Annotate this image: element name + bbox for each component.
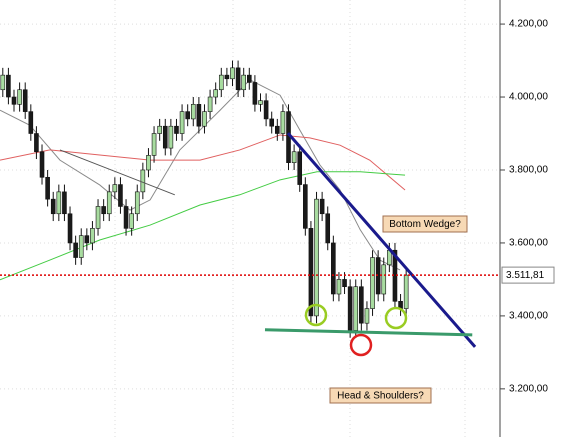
shoulder-circle — [384, 306, 408, 330]
candle-body — [230, 67, 235, 80]
candle-body — [403, 274, 409, 309]
moving-average — [0, 171, 406, 281]
candle-body — [359, 286, 364, 324]
candle-body — [157, 125, 162, 134]
trend-line — [59, 149, 175, 196]
candle-body — [314, 198, 319, 317]
candle-body — [364, 308, 370, 324]
last-price-label: 3.511,81 — [506, 270, 545, 281]
candle-body — [146, 155, 151, 171]
moving-average — [0, 79, 401, 271]
candle-body — [123, 206, 129, 229]
candle-body — [140, 169, 146, 193]
candle-body — [84, 235, 90, 244]
shoulder-circle — [304, 303, 328, 327]
candle-body — [202, 111, 207, 127]
annotation: Head & Shoulders? — [337, 391, 424, 402]
last-price-box — [501, 266, 555, 284]
candle-body — [381, 264, 387, 295]
candle-body — [112, 184, 118, 193]
candle-body — [179, 111, 185, 134]
plot: 4.200,00 4.000,00 3.800,00 3.600,00 3.400,00… — [0, 19, 548, 394]
candle-body — [134, 191, 140, 215]
candle-body — [0, 74, 6, 91]
annotation-box — [329, 387, 432, 404]
candle-body — [280, 111, 286, 134]
candle-body — [275, 125, 280, 134]
candle-body — [303, 184, 308, 229]
candle-body — [106, 191, 112, 215]
candle-body — [269, 118, 275, 127]
candle-body — [174, 125, 179, 134]
candle-body — [370, 257, 375, 309]
annotation: Bottom Wedge? — [389, 219, 461, 230]
candle-body — [263, 100, 269, 120]
candle-body — [95, 206, 101, 229]
candle-body — [45, 176, 50, 200]
candle-body — [67, 213, 73, 244]
candle-body — [78, 235, 84, 258]
candle-body — [11, 96, 17, 105]
candle-body — [6, 74, 11, 98]
candle-body — [336, 279, 342, 295]
candle-body — [39, 151, 45, 178]
candle-body — [62, 191, 67, 215]
candle-body — [224, 74, 230, 80]
trend-line — [264, 328, 473, 337]
candle-body — [17, 89, 22, 105]
candle-body — [342, 279, 347, 288]
candle-body — [331, 242, 336, 295]
candle-body — [151, 133, 157, 156]
head-circle — [349, 333, 373, 357]
candle-body — [162, 125, 168, 149]
candle-body — [185, 111, 190, 120]
trend-line — [286, 132, 477, 348]
moving-average — [0, 134, 406, 191]
candle-body — [241, 74, 246, 91]
y-tick-label: 3.600,00 — [509, 238, 548, 249]
candle-body — [129, 213, 134, 229]
candle-body — [325, 213, 331, 244]
candle-body — [353, 286, 359, 331]
annotation-box — [382, 215, 468, 233]
candle-body — [34, 133, 39, 153]
candle-body — [196, 104, 202, 127]
candle-body — [168, 125, 174, 149]
y-tick-label: 4.200,00 — [509, 19, 548, 30]
overlay: Bottom Wedge? Head & Shoulders? — [304, 215, 468, 404]
candle-body — [258, 100, 263, 105]
candle-body — [101, 206, 106, 215]
candle-body — [291, 151, 297, 163]
candle-body — [252, 82, 258, 105]
candle-body — [297, 151, 303, 185]
candle-body — [190, 104, 196, 120]
y-tick-label: 4.000,00 — [509, 92, 548, 103]
candle-body — [56, 191, 62, 215]
candle-body — [28, 111, 34, 134]
candle-body — [246, 74, 252, 83]
candle-body — [218, 74, 224, 91]
candle-body — [308, 228, 314, 317]
candle-body — [73, 242, 78, 258]
y-tick-label: 3.800,00 — [509, 165, 548, 176]
candle-body — [90, 228, 95, 244]
candle-body — [213, 89, 218, 98]
candle-body — [347, 286, 353, 331]
candle-body — [22, 89, 28, 112]
candle-body — [50, 198, 56, 215]
candle-body — [235, 67, 241, 91]
candle-body — [319, 198, 325, 215]
candle-body — [118, 184, 123, 207]
candle-body — [207, 96, 213, 112]
y-tick-label: 3.400,00 — [509, 311, 548, 322]
y-tick-label: 3.200,00 — [509, 383, 548, 394]
